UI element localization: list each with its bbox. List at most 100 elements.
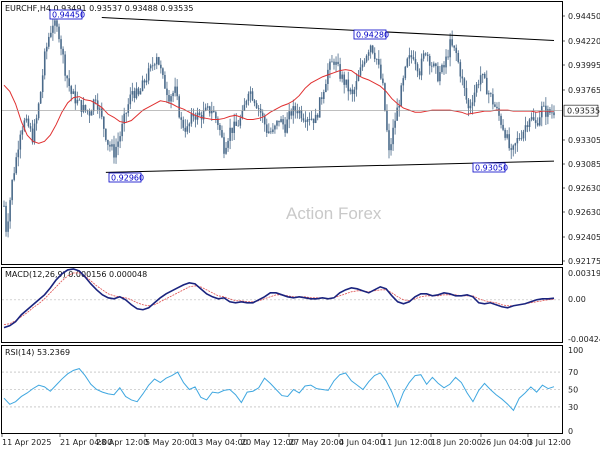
candle-body [367, 52, 370, 56]
candle-body [312, 118, 315, 124]
time-tick-label: 3 Jul 12:00 [528, 438, 571, 447]
candle-body [538, 117, 541, 126]
candle-body [343, 74, 345, 85]
candle-body [35, 118, 38, 124]
time-tick-label: 28 Apr 12:00 [96, 438, 148, 447]
candle-body [506, 134, 508, 138]
candle-body [103, 116, 105, 129]
candle-body [365, 55, 368, 62]
candle-body [398, 105, 400, 108]
candle-body [182, 119, 185, 128]
candle-body [274, 125, 276, 130]
time-tick-label: 27 May 20:00 [289, 438, 344, 447]
candle-body [514, 143, 517, 146]
candle-body [288, 111, 290, 120]
candle-body [530, 117, 533, 120]
candle-body [143, 80, 146, 83]
rsi-tick-label: 70 [568, 368, 578, 377]
candle-body [339, 64, 341, 79]
candle-body [441, 65, 443, 73]
candle-body [139, 91, 142, 95]
candle-body [551, 112, 553, 114]
candle-body [5, 205, 7, 232]
candle-body [202, 110, 205, 120]
candle-body [471, 102, 474, 106]
candle-body [304, 120, 307, 122]
candle-body [198, 112, 201, 115]
candle-body [496, 106, 498, 109]
candle-body [320, 97, 323, 99]
candle-body [39, 92, 42, 104]
candle-body [490, 93, 492, 95]
macd-tick-label: 0.00 [568, 295, 586, 304]
candle-body [52, 25, 54, 33]
candle-body [300, 110, 303, 119]
candle-body [528, 119, 531, 128]
candle-body [323, 92, 325, 99]
candle-body [158, 57, 160, 65]
macd-line [3, 268, 555, 329]
candle-body [119, 136, 121, 142]
candle-body [113, 144, 115, 158]
time-tick-label: 26 Jun 04:00 [481, 438, 532, 447]
candle-body [477, 84, 480, 86]
level-labels: 0.94450 0.94280 0.92960 0.93050 [49, 9, 508, 183]
candle-body [373, 52, 376, 60]
level-label: 0.94450 [52, 11, 85, 20]
time-tick-label: 21 Apr 04:00 [60, 438, 112, 447]
current-price-label: 0.93535 [567, 107, 600, 116]
candle-body [127, 104, 130, 113]
candle-body [500, 115, 502, 125]
candle-body [443, 65, 445, 68]
candle-body [522, 131, 525, 139]
candle-body [316, 114, 319, 118]
candle-body [308, 119, 311, 120]
candle-body [133, 91, 136, 99]
candle-body [206, 106, 209, 108]
candle-body [17, 149, 20, 158]
candle-body [481, 73, 484, 76]
candle-body [422, 53, 425, 59]
candle-body [475, 84, 478, 93]
candle-body [430, 65, 433, 67]
rsi-line [3, 368, 555, 412]
candle-body [371, 45, 374, 53]
time-tick-label: 11 Jun 12:00 [382, 438, 433, 447]
candle-body [251, 91, 254, 101]
candle-body [524, 125, 527, 132]
candle-body [351, 89, 354, 95]
candle-body [50, 32, 52, 37]
candle-body [247, 93, 250, 101]
candle-body [3, 205, 5, 207]
candle-body [512, 145, 515, 150]
candle-body [467, 99, 470, 109]
candle-body [294, 106, 297, 112]
candle-body [210, 110, 213, 114]
price-tick-label: 0.92405 [568, 233, 600, 242]
candle-body [479, 75, 482, 85]
candle-body [463, 78, 466, 88]
candle-body [447, 56, 449, 58]
watermark: Action Forex [286, 204, 382, 223]
rsi-tick-label: 100 [568, 346, 583, 355]
candle-body [64, 54, 66, 76]
candle-body [369, 45, 372, 53]
candle-body [54, 20, 56, 26]
candle-body [45, 46, 48, 52]
candle-body [100, 108, 103, 117]
candle-body [532, 117, 535, 121]
candle-body [402, 78, 405, 86]
candle-body [174, 86, 176, 93]
candle-body [349, 89, 352, 92]
candle-body [105, 128, 107, 140]
candle-body [406, 58, 409, 67]
price-pane: EURCHF,H4 0.93491 0.93537 0.93488 0.9353… [1, 1, 600, 266]
candle-body [223, 137, 225, 154]
candle-body [276, 120, 278, 126]
level-label: 0.92960 [111, 174, 144, 183]
candle-body [412, 57, 415, 60]
candle-body [518, 138, 521, 139]
candle-body [498, 108, 500, 116]
candle-body [176, 86, 178, 97]
candle-body [428, 55, 431, 66]
